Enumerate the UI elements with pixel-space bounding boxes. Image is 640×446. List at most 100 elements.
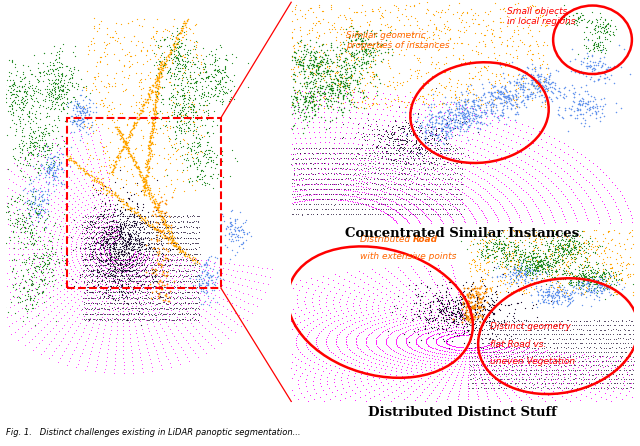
Point [361,175,371,182]
Point [134,256,145,264]
Point [433,301,444,308]
Point [339,58,349,65]
Point [474,104,484,112]
Point [422,171,432,178]
Point [178,218,188,225]
Point [19,132,29,140]
Point [342,95,352,102]
Point [30,85,40,92]
Point [447,165,457,172]
Point [168,59,179,66]
Point [504,59,514,66]
Point [347,50,357,57]
Point [54,78,65,86]
Point [83,218,93,225]
Point [570,366,580,373]
Point [105,261,115,268]
Point [360,99,371,106]
Point [129,245,140,252]
Point [411,186,421,194]
Point [132,165,143,172]
Point [152,300,162,307]
Point [38,233,49,240]
Point [84,110,95,117]
Point [301,186,312,193]
Point [451,136,461,143]
Point [415,200,425,207]
Point [104,247,114,254]
Point [476,273,486,280]
Point [99,248,109,255]
Point [587,51,597,58]
Point [491,376,501,383]
Point [83,51,93,58]
Point [190,45,200,53]
Point [378,185,388,192]
Point [81,115,91,122]
Point [483,331,493,338]
Point [441,139,451,146]
Point [147,128,157,135]
Point [611,271,621,278]
Point [363,287,373,294]
Point [442,339,452,347]
Point [137,146,147,153]
Point [210,165,220,172]
Point [110,264,120,271]
Point [151,213,161,220]
Point [110,245,120,252]
Point [397,136,408,144]
Point [373,315,383,322]
Point [37,277,47,285]
Point [292,62,303,70]
Point [312,180,323,187]
Point [27,136,37,143]
Point [524,289,534,296]
Point [463,368,474,376]
Point [448,125,458,132]
Point [298,171,308,178]
Point [112,220,122,227]
Point [199,151,209,158]
Point [458,294,468,301]
Point [52,58,62,66]
Point [370,163,380,170]
Point [532,50,543,57]
Point [423,321,433,328]
Point [164,234,175,241]
Point [561,335,571,342]
Point [481,23,491,30]
Point [332,145,342,152]
Point [78,109,88,116]
Point [484,252,495,259]
Point [148,197,159,204]
Point [141,273,151,281]
Point [350,170,360,177]
Point [140,181,150,188]
Point [182,54,193,62]
Point [612,384,623,391]
Point [341,66,351,74]
Point [420,322,430,330]
Point [593,362,604,369]
Point [548,299,558,306]
Point [91,219,101,226]
Point [430,119,440,126]
Point [386,26,396,33]
Point [572,246,582,253]
Point [353,186,364,193]
Point [129,250,139,257]
Point [588,326,598,333]
Point [522,258,532,265]
Point [321,364,332,372]
Point [577,358,587,365]
Point [529,366,540,373]
Point [142,266,152,273]
Point [420,377,430,384]
Point [49,164,59,171]
Point [583,282,593,289]
Point [172,279,182,286]
Point [48,91,58,98]
Point [413,94,424,101]
Point [344,43,354,50]
